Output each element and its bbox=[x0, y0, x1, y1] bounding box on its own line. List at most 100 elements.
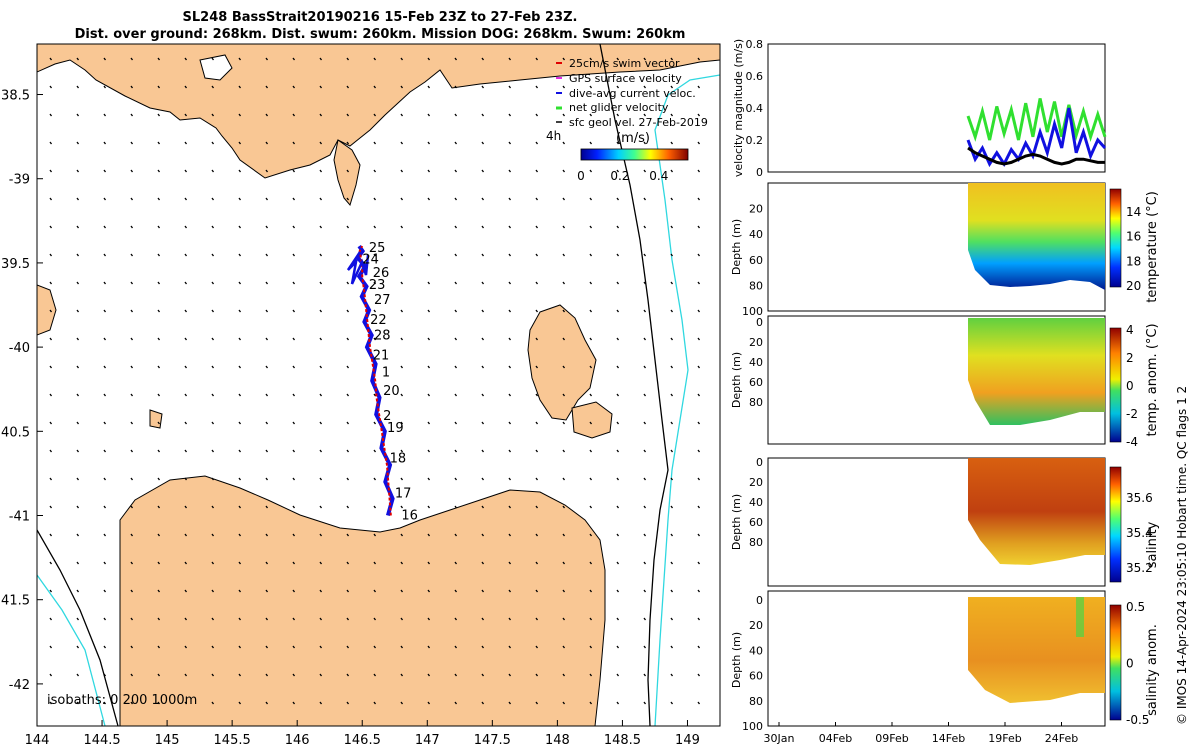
map-x-ticks: 144 144.5 145 145.5 146 146.5 147 147.5 148 148.5… bbox=[25, 720, 700, 748]
velocity-vector bbox=[103, 617, 107, 621]
velocity-vector bbox=[697, 365, 701, 369]
velocity-vector bbox=[373, 673, 377, 677]
velocity-vector bbox=[157, 253, 161, 257]
depth-tick-label: 80 bbox=[749, 279, 763, 292]
depth-tick-label: 20 bbox=[749, 476, 763, 489]
velocity-vector bbox=[454, 673, 458, 677]
velocity-vector bbox=[157, 589, 161, 593]
velocity-vector bbox=[643, 533, 647, 537]
velocity-vector bbox=[103, 673, 107, 677]
velocity-vector bbox=[589, 169, 593, 173]
salinity-anom-clabel: salinity anom. bbox=[1145, 624, 1160, 716]
velocity-vector bbox=[211, 197, 215, 201]
velocity-vector bbox=[49, 225, 53, 229]
velocity-vector bbox=[265, 169, 269, 173]
velocity-vector bbox=[535, 281, 539, 285]
velocity-vector bbox=[427, 141, 431, 145]
velocity-y-tick-label: 0 bbox=[756, 166, 763, 179]
velocity-vector bbox=[454, 225, 458, 229]
velocity-vector bbox=[643, 449, 647, 453]
velocity-vector bbox=[49, 673, 53, 677]
velocity-vector bbox=[238, 505, 242, 509]
map-x-tick-label: 148.5 bbox=[604, 733, 641, 748]
velocity-vector bbox=[346, 533, 350, 537]
velocity-vector bbox=[616, 477, 620, 481]
colorbar-tick-label: 0.2 bbox=[610, 169, 629, 183]
depth-tick-label: 20 bbox=[749, 203, 763, 216]
velocity-vector bbox=[535, 477, 539, 481]
velocity-vector bbox=[103, 589, 107, 593]
velocity-vector bbox=[238, 57, 242, 61]
velocity-vector bbox=[400, 169, 404, 173]
velocity-vector bbox=[103, 281, 107, 285]
velocity-vector bbox=[562, 337, 566, 341]
velocity-vector bbox=[697, 645, 701, 649]
velocity-vector bbox=[319, 421, 323, 425]
velocity-vector bbox=[157, 701, 161, 705]
velocity-vector bbox=[670, 561, 674, 565]
colorbar-label: (m/s) bbox=[616, 131, 650, 146]
velocity-vector bbox=[238, 197, 242, 201]
velocity-vector bbox=[211, 701, 215, 705]
legend-net-glider: net glider velocity bbox=[569, 101, 669, 114]
velocity-vector bbox=[562, 365, 566, 369]
velocity-vector bbox=[319, 253, 323, 257]
depth-tick-label: 40 bbox=[749, 496, 763, 509]
colorbar-tick-label: 0 bbox=[1126, 379, 1134, 393]
depth-tick-label: 40 bbox=[749, 356, 763, 369]
velocity-vector bbox=[643, 505, 647, 509]
velocity-vector bbox=[454, 421, 458, 425]
temperature-y-ticks: 20 40 60 80 100 bbox=[742, 203, 763, 318]
velocity-vector bbox=[427, 701, 431, 705]
velocity-vector bbox=[508, 253, 512, 257]
velocity-vector bbox=[508, 589, 512, 593]
velocity-vector bbox=[508, 617, 512, 621]
velocity-vector bbox=[373, 141, 377, 145]
velocity-vector bbox=[454, 281, 458, 285]
velocity-vector bbox=[130, 309, 134, 313]
velocity-vector bbox=[481, 505, 485, 509]
velocity-vector bbox=[292, 225, 296, 229]
velocity-vector bbox=[265, 197, 269, 201]
velocity-vector bbox=[400, 561, 404, 565]
colorbar-tick-label: 35.4 bbox=[1126, 526, 1153, 540]
velocity-vector bbox=[103, 309, 107, 313]
velocity-vector bbox=[346, 141, 350, 145]
velocity-vector bbox=[319, 225, 323, 229]
map-x-tick-label: 149 bbox=[675, 733, 700, 748]
temperature-section bbox=[968, 183, 1105, 290]
velocity-vector bbox=[157, 225, 161, 229]
velocity-vector bbox=[265, 421, 269, 425]
velocity-vector bbox=[157, 449, 161, 453]
velocity-vector bbox=[616, 57, 620, 61]
velocity-vector bbox=[562, 225, 566, 229]
colorbar-tick-label: 16 bbox=[1126, 230, 1141, 244]
velocity-vector bbox=[319, 281, 323, 285]
velocity-vector bbox=[373, 421, 377, 425]
velocity-vector bbox=[481, 337, 485, 341]
velocity-vector bbox=[211, 449, 215, 453]
depth-tick-label: 20 bbox=[749, 619, 763, 632]
velocity-vector bbox=[76, 393, 80, 397]
velocity-vector bbox=[643, 589, 647, 593]
velocity-vector bbox=[589, 197, 593, 201]
velocity-vector bbox=[508, 449, 512, 453]
velocity-vector bbox=[373, 113, 377, 117]
velocity-vector bbox=[589, 449, 593, 453]
velocity-vector bbox=[130, 337, 134, 341]
velocity-vector bbox=[616, 449, 620, 453]
velocity-vector bbox=[670, 225, 674, 229]
velocity-vector bbox=[130, 617, 134, 621]
depth-tick-label: 80 bbox=[749, 536, 763, 549]
velocity-vector bbox=[319, 141, 323, 145]
velocity-vector bbox=[616, 673, 620, 677]
velocity-vector bbox=[184, 309, 188, 313]
velocity-vector bbox=[697, 225, 701, 229]
velocity-vector bbox=[427, 533, 431, 537]
temperature-ylabel: Depth (m) bbox=[730, 219, 743, 275]
velocity-vector bbox=[319, 617, 323, 621]
velocity-vector bbox=[49, 449, 53, 453]
velocity-vector bbox=[130, 561, 134, 565]
velocity-vector bbox=[670, 197, 674, 201]
